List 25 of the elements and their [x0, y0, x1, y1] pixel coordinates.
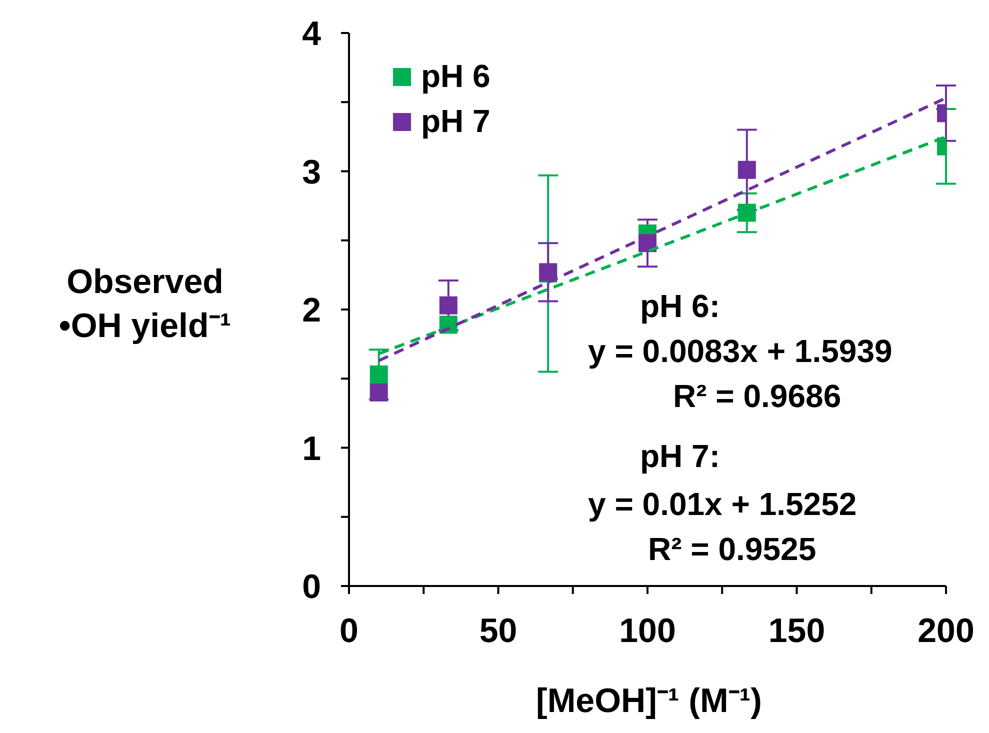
annotation: y = 0.01x + 1.5252 [588, 486, 857, 523]
y-tick-label: 4 [302, 15, 322, 54]
point [738, 160, 756, 179]
annotation: y = 0.0083x + 1.5939 [588, 333, 892, 370]
x-tick-label: 200 [918, 612, 974, 650]
y-axis-title: Observed •OH yield⁻¹ [58, 262, 232, 347]
annotation: R² = 0.9686 [673, 378, 842, 415]
legend-label: pH 6 [421, 58, 490, 95]
y-tick-label: 0 [302, 568, 321, 606]
point [370, 365, 388, 384]
point [370, 383, 388, 402]
x-tick-label: 150 [768, 612, 826, 650]
x-axis-title: [MeOH]⁻¹ (M⁻¹) [535, 681, 763, 722]
annotation: pH 6: [640, 288, 720, 325]
x-tick-label: 100 [619, 612, 676, 650]
annotation: pH 7: [640, 438, 720, 475]
y-tick-label: 2 [302, 292, 321, 330]
x-tick-label: 50 [479, 612, 518, 650]
point [439, 296, 458, 314]
legend-label: pH 7 [421, 103, 490, 140]
x-tick-label: 0 [340, 612, 358, 650]
y-tick-label: 1 [302, 430, 321, 468]
point [738, 204, 756, 222]
annotation: R² = 0.9525 [648, 531, 816, 568]
y-tick-label: 3 [302, 153, 321, 192]
